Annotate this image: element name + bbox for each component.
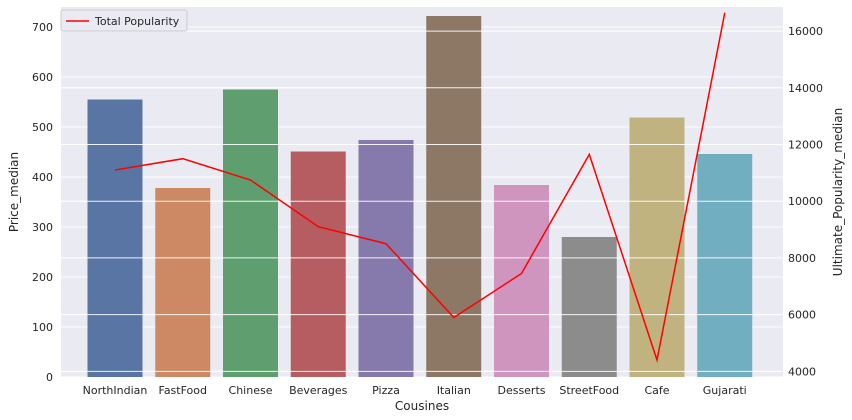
bar-northindian xyxy=(87,99,143,377)
y2-tick-label: 8000 xyxy=(788,252,816,265)
y-ticks: 0 100 200 300 400 500 600 700 xyxy=(32,21,53,384)
legend: Total Popularity xyxy=(60,9,188,32)
y2-tick-label: 14000 xyxy=(788,82,823,95)
y-tick-label: 600 xyxy=(32,71,53,84)
x-ticks: NorthIndian FastFood Chinese Beverages Pizza… xyxy=(83,384,747,397)
bar-fastfood xyxy=(155,188,211,377)
y2-axis-label: Ultimate_Popularity_median xyxy=(831,108,845,276)
y-tick-label: 300 xyxy=(32,221,53,234)
popularity-line xyxy=(114,12,726,363)
line-layer xyxy=(114,12,726,363)
y-axis-label: Price_median xyxy=(7,152,21,232)
x-tick-label: Chinese xyxy=(229,384,273,397)
y-tick-label: 100 xyxy=(32,321,53,334)
x-axis-label: Cousines xyxy=(395,399,449,413)
y-tick-label: 400 xyxy=(32,171,53,184)
x-tick-label: Pizza xyxy=(372,384,400,397)
y-tick-label: 0 xyxy=(46,371,53,384)
bar-gujarati xyxy=(697,154,753,377)
x-tick-label: NorthIndian xyxy=(83,384,148,397)
x-tick-label: Beverages xyxy=(289,384,348,397)
bar-desserts xyxy=(494,185,549,377)
y2-tick-label: 16000 xyxy=(788,25,823,38)
y-tick-label: 200 xyxy=(32,271,53,284)
bar-beverages xyxy=(290,151,346,377)
y-tick-label: 500 xyxy=(32,121,53,134)
legend-box xyxy=(60,9,188,32)
x-tick-label: StreetFood xyxy=(559,384,619,397)
y2-tick-label: 12000 xyxy=(788,139,823,152)
bar-chinese xyxy=(223,89,278,377)
y2-ticks: 4000 6000 8000 10000 12000 14000 16000 xyxy=(788,25,823,378)
y2-tick-label: 10000 xyxy=(788,195,823,208)
x-tick-label: Cafe xyxy=(644,384,669,397)
legend-label: Total Popularity xyxy=(94,15,180,28)
x-tick-label: Desserts xyxy=(497,384,545,397)
x-tick-label: FastFood xyxy=(159,384,207,397)
bar-cafe xyxy=(629,117,685,377)
y2-tick-label: 4000 xyxy=(788,365,816,378)
x-tick-label: Gujarati xyxy=(703,384,747,397)
bar-streetfood xyxy=(561,237,617,377)
bars xyxy=(61,16,783,377)
y2-tick-label: 6000 xyxy=(788,309,816,322)
x-tick-label: Italian xyxy=(437,384,471,397)
bar-pizza xyxy=(358,140,414,377)
y-tick-label: 700 xyxy=(32,21,53,34)
bar-italian xyxy=(426,16,482,377)
